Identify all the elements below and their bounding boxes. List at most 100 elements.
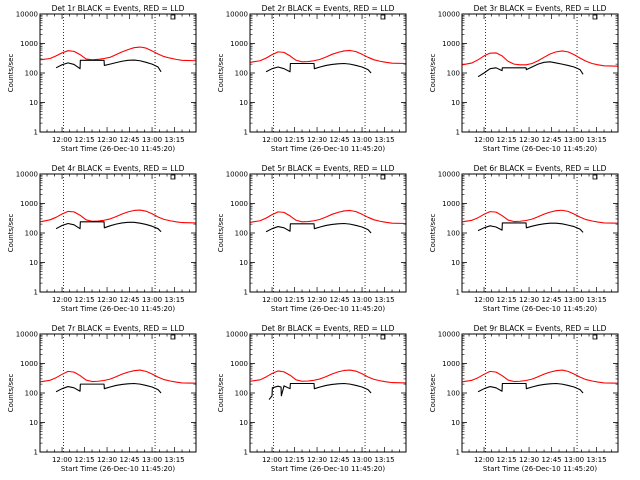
x-tick-label: 13:00 [352,456,372,464]
y-tick-label: 100 [25,70,38,78]
y-tick-label: 100 [235,390,248,398]
x-tick-label: 13:00 [142,456,162,464]
y-tick-label: 10 [239,259,248,267]
y-tick-label: 10000 [226,11,248,19]
x-tick-label: 12:45 [329,456,349,464]
series-lld-line [250,49,406,65]
plot-frame [461,13,619,133]
y-tick-label: 100 [447,230,460,238]
series-lld-line [462,369,618,384]
marker-box [592,334,598,340]
marker-box [170,174,176,180]
chart-panel-1: Det 1r BLACK = Events, RED = LLD 1 10 100 10… [7,4,197,153]
x-tick-label: 13:00 [142,136,162,144]
y-tick-label: 10 [29,99,38,107]
x-tick-label: 13:00 [564,136,584,144]
x-tick-label: 13:15 [374,296,394,304]
y-axis-label: Counts/sec [7,214,15,253]
y-tick-label: 1 [244,449,248,457]
plot-frame [249,13,407,133]
y-tick-label: 1 [456,289,460,297]
y-axis-label: Counts/sec [7,54,15,93]
x-tick-label: 12:00 [474,136,494,144]
series-lld-line [250,209,406,225]
y-tick-label: 10000 [16,331,38,339]
chart-title: Det 6r BLACK = Events, RED = LLD [474,164,607,173]
series-lld-line [250,369,406,384]
chart-title: Det 8r BLACK = Events, RED = LLD [262,324,395,333]
x-axis-label: Start Time (26-Dec-10 11:45:20) [61,465,175,473]
y-tick-label: 10 [29,419,38,427]
y-tick-label: 10 [451,99,460,107]
x-tick-label: 12:45 [541,136,561,144]
y-axis-label: Counts/sec [429,214,437,253]
y-tick-label: 10 [239,419,248,427]
y-tick-label: 1000 [442,40,460,48]
y-axis-label: Counts/sec [429,374,437,413]
x-tick-label: 12:30 [519,136,539,144]
x-axis-label: Start Time (26-Dec-10 11:45:20) [61,145,175,153]
y-tick-label: 1 [34,289,38,297]
y-axis-label: Counts/sec [429,54,437,93]
x-tick-label: 12:45 [119,296,139,304]
plot-frame [39,333,197,453]
y-tick-label: 10 [239,99,248,107]
series-lld-line [462,209,618,224]
series-events-line [477,382,584,394]
x-tick-label: 12:00 [474,296,494,304]
y-tick-label: 10 [451,259,460,267]
marker-box [170,14,176,20]
chart-title: Det 4r BLACK = Events, RED = LLD [52,164,185,173]
y-tick-label: 10000 [226,331,248,339]
y-tick-label: 10000 [438,331,460,339]
y-tick-label: 1000 [230,40,248,48]
marker-box [592,14,598,20]
x-tick-label: 12:30 [97,456,117,464]
marker-box [380,334,386,340]
x-tick-label: 12:30 [519,296,539,304]
y-tick-label: 1000 [442,200,460,208]
y-tick-label: 10000 [16,171,38,179]
y-tick-label: 100 [235,70,248,78]
x-tick-label: 12:15 [496,296,516,304]
chart-panel-2: Det 2r BLACK = Events, RED = LLD 1 10 100 10… [217,4,407,153]
x-tick-label: 13:15 [586,456,606,464]
x-tick-label: 13:15 [164,296,184,304]
y-tick-label: 10 [451,419,460,427]
plot-frame [249,333,407,453]
series-events-line [55,221,162,233]
series-events-line [477,222,584,233]
x-tick-label: 12:00 [52,296,72,304]
chart-panel-8: Det 8r BLACK = Events, RED = LLD 1 10 100 10… [217,324,407,473]
y-tick-label: 1 [34,449,38,457]
x-tick-label: 12:45 [329,296,349,304]
marker-box [170,334,176,340]
x-tick-label: 12:15 [284,136,304,144]
y-tick-label: 1000 [230,200,248,208]
x-tick-label: 12:30 [519,456,539,464]
y-axis-label: Counts/sec [217,374,225,413]
series-events-line [477,61,584,78]
chart-panel-6: Det 6r BLACK = Events, RED = LLD 1 10 100 10… [429,164,619,313]
y-tick-label: 100 [447,390,460,398]
x-tick-label: 13:00 [142,296,162,304]
series-events-line [265,62,372,74]
y-axis-label: Counts/sec [217,214,225,253]
x-axis-label: Start Time (26-Dec-10 11:45:20) [61,305,175,313]
x-tick-label: 12:00 [262,296,282,304]
series-events-line [268,382,372,400]
plot-frame [461,333,619,453]
x-axis-label: Start Time (26-Dec-10 11:45:20) [483,305,597,313]
y-tick-label: 1 [244,289,248,297]
series-events-line [55,59,162,73]
y-axis-label: Counts/sec [217,54,225,93]
x-tick-label: 12:15 [74,136,94,144]
x-tick-label: 12:00 [52,456,72,464]
x-tick-label: 12:15 [496,456,516,464]
series-events-line [55,382,162,394]
x-tick-label: 12:30 [307,136,327,144]
x-tick-label: 13:00 [564,296,584,304]
y-axis-label: Counts/sec [7,374,15,413]
x-tick-label: 12:00 [262,456,282,464]
